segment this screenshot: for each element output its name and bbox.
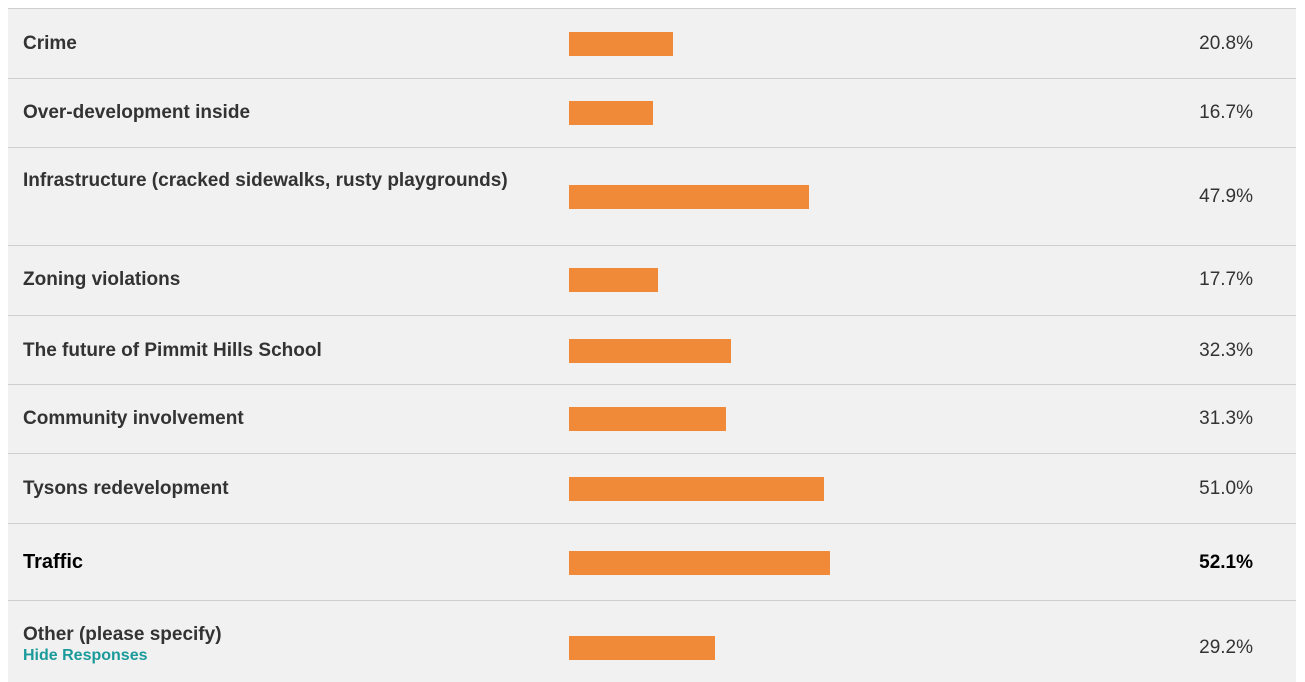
hide-responses-link[interactable]: Hide Responses xyxy=(23,647,148,664)
result-bar xyxy=(569,101,653,125)
result-bar xyxy=(569,339,731,363)
result-row: Traffic 52.1% xyxy=(8,524,1296,601)
result-row: Crime 20.8% xyxy=(8,9,1296,79)
percentage-label: 16.7% xyxy=(1199,102,1253,123)
answer-label: Zoning violations xyxy=(23,269,181,290)
percentage-label: 17.7% xyxy=(1199,269,1253,290)
result-bar xyxy=(569,477,824,501)
result-row: Tysons redevelopment 51.0% xyxy=(8,454,1296,524)
percentage-label: 47.9% xyxy=(1199,186,1253,207)
answer-label: Crime xyxy=(23,33,77,54)
answer-label-wrapper: Other (please specify) Hide Responses xyxy=(23,623,543,665)
answer-label: Community involvement xyxy=(23,408,244,429)
result-row: Other (please specify) Hide Responses 29… xyxy=(8,601,1296,682)
percentage-label: 20.8% xyxy=(1199,33,1253,54)
answer-label: Infrastructure (cracked sidewalks, rusty… xyxy=(23,170,508,191)
answer-label: Traffic xyxy=(23,551,84,573)
result-row: Community involvement 31.3% xyxy=(8,385,1296,454)
result-row: Over-development inside 16.7% xyxy=(8,79,1296,148)
result-row: Zoning violations 17.7% xyxy=(8,246,1296,316)
percentage-label: 29.2% xyxy=(1199,637,1253,658)
survey-results-chart: Crime 20.8% Over-development inside 16.7… xyxy=(8,8,1296,682)
result-bar xyxy=(569,185,809,209)
answer-label: Over-development inside xyxy=(23,102,251,123)
percentage-label: 32.3% xyxy=(1199,340,1253,361)
answer-label: Tysons redevelopment xyxy=(23,478,229,499)
result-row: The future of Pimmit Hills School 32.3% xyxy=(8,316,1296,385)
result-bar xyxy=(569,407,726,431)
percentage-label: 51.0% xyxy=(1199,478,1253,499)
result-bar xyxy=(569,551,830,575)
result-bar xyxy=(569,268,658,292)
answer-label: Other (please specify) xyxy=(23,624,222,645)
result-bar xyxy=(569,636,715,660)
percentage-label: 31.3% xyxy=(1199,408,1253,429)
result-bar xyxy=(569,32,673,56)
answer-label: The future of Pimmit Hills School xyxy=(23,340,322,361)
result-row: Infrastructure (cracked sidewalks, rusty… xyxy=(8,148,1296,246)
percentage-label: 52.1% xyxy=(1199,552,1253,573)
